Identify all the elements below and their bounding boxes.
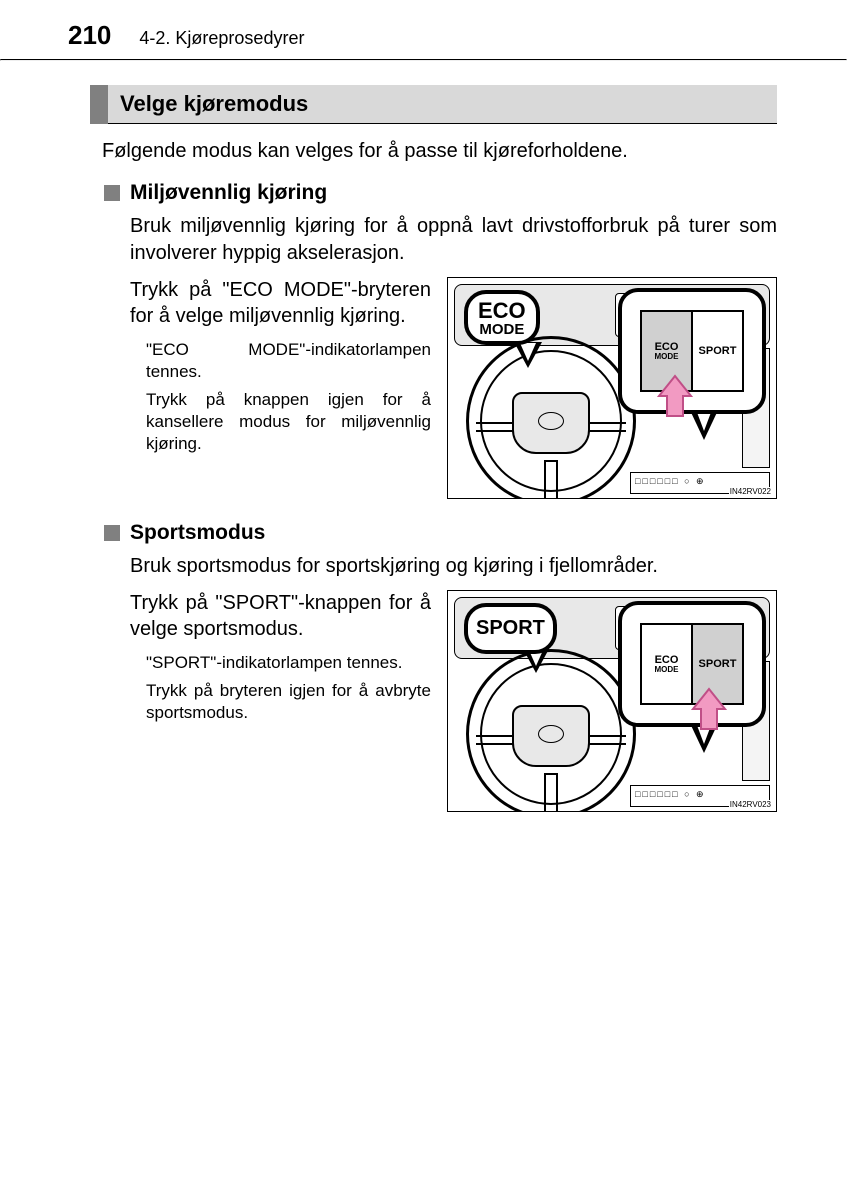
sport-note-2: Trykk på bryteren igjen for å avbryte sp… (146, 680, 431, 724)
bubble-sport-text: SPORT (476, 617, 545, 639)
steering-wheel-icon (466, 649, 636, 812)
btn-sport: SPORT (699, 346, 737, 357)
eco-note-1: "ECO MODE"-indikatorlampen tennes. (146, 339, 431, 383)
pink-arrow-icon (657, 374, 693, 418)
eco-heading-row: Miljøvennlig kjøring (104, 181, 777, 205)
sport-figure: □□□□□□ ○ ⊕ SPORT ECO MODE SPORT (447, 590, 777, 812)
page-number: 210 (68, 20, 111, 51)
sport-fig-code: IN42RV023 (729, 800, 772, 809)
intro-text: Følgende modus kan velges for å passe ti… (102, 140, 777, 163)
bubble-line1: ECO (478, 300, 526, 322)
sport-speech-bubble: SPORT (464, 603, 557, 654)
sport-callout: ECO MODE SPORT (618, 601, 766, 727)
eco-callout: ECO MODE SPORT (618, 288, 766, 414)
btn-eco-l1: ECO (655, 655, 679, 666)
sport-note-1: "SPORT"-indikatorlampen tennes. (146, 652, 431, 674)
title-accent (90, 85, 108, 124)
sport-instruction: Trykk på "SPORT"-knappen for å velge spo… (130, 590, 431, 642)
eco-note-2: Trykk på knappen igjen for å kansellere … (146, 389, 431, 455)
eco-heading: Miljøvennlig kjøring (130, 181, 327, 205)
page-header: 210 4-2. Kjøreprosedyrer (0, 0, 847, 59)
eco-figure: □□□□□□ ○ ⊕ ECO MODE ECO MODE (447, 277, 777, 499)
pink-arrow-icon (691, 687, 727, 731)
bubble-tail-icon (514, 342, 542, 368)
eco-mode-button: ECO MODE (640, 623, 693, 705)
section-title-bar: Velge kjøremodus (90, 85, 777, 124)
sport-figure-col: □□□□□□ ○ ⊕ SPORT ECO MODE SPORT (447, 590, 777, 812)
btn-sport: SPORT (699, 659, 737, 670)
eco-body: Bruk miljøvennlig kjøring for å oppnå la… (130, 213, 777, 267)
section-title: Velge kjøremodus (108, 85, 777, 124)
eco-row: Trykk på "ECO MODE"-bryteren for å velge… (130, 277, 777, 499)
subsection-sport: Sportsmodus Bruk sportsmodus for sportsk… (104, 521, 777, 812)
section-label: 4-2. Kjøreprosedyrer (139, 28, 304, 49)
steering-wheel-icon (466, 336, 636, 499)
square-bullet-icon (104, 185, 120, 201)
btn-eco-l2: MODE (655, 353, 679, 361)
sport-heading: Sportsmodus (130, 521, 265, 545)
eco-text-col: Trykk på "ECO MODE"-bryteren for å velge… (130, 277, 431, 499)
sport-row: Trykk på "SPORT"-knappen for å velge spo… (130, 590, 777, 812)
sport-button: SPORT (693, 310, 744, 392)
sport-text-col: Trykk på "SPORT"-knappen for å velge spo… (130, 590, 431, 812)
eco-speech-bubble: ECO MODE (464, 290, 540, 345)
bubble-line2: MODE (478, 322, 526, 337)
sport-heading-row: Sportsmodus (104, 521, 777, 545)
square-bullet-icon (104, 525, 120, 541)
sport-body: Bruk sportsmodus for sportskjøring og kj… (130, 553, 777, 580)
eco-fig-code: IN42RV022 (729, 487, 772, 496)
subsection-eco: Miljøvennlig kjøring Bruk miljøvennlig k… (104, 181, 777, 499)
eco-figure-col: □□□□□□ ○ ⊕ ECO MODE ECO MODE (447, 277, 777, 499)
content: Velge kjøremodus Følgende modus kan velg… (0, 61, 847, 812)
btn-eco-l1: ECO (655, 342, 679, 353)
eco-instruction: Trykk på "ECO MODE"-bryteren for å velge… (130, 277, 431, 329)
btn-eco-l2: MODE (655, 666, 679, 674)
